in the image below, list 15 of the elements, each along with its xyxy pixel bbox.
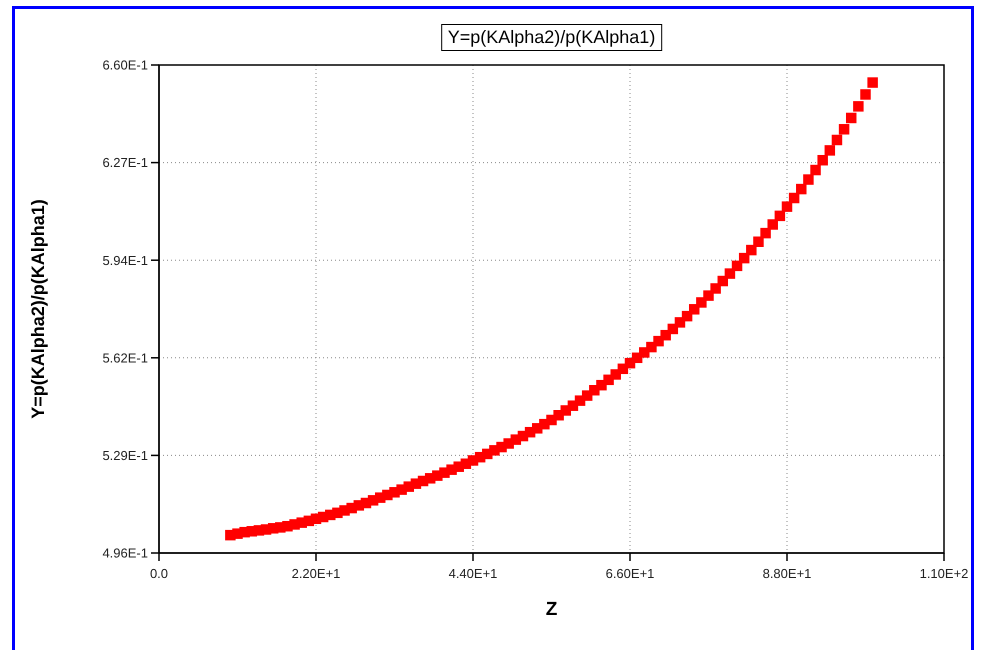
x-tick-label: 1.10E+2 — [920, 566, 968, 582]
y-tick-label: 6.27E-1 — [102, 155, 148, 170]
y-tick-label: 4.96E-1 — [102, 546, 148, 561]
x-tick-label: 2.20E+1 — [292, 566, 340, 582]
x-tick-label: 0.0 — [150, 566, 168, 582]
y-tick-label: 5.94E-1 — [102, 252, 148, 268]
y-axis-title: Y=p(KAlpha2)/p(KAlpha1) — [28, 199, 48, 419]
y-tick-label: 5.29E-1 — [102, 448, 148, 464]
x-tick-label: 8.80E+1 — [762, 566, 812, 582]
y-tick-label: 6.60E-1 — [102, 58, 148, 73]
x-tick-label: 4.40E+1 — [448, 566, 498, 582]
x-axis-title: Z — [546, 599, 558, 620]
chart-title: Y=p(KAlpha2)/p(KAlpha1) — [440, 24, 662, 51]
x-tick-label: 6.60E+1 — [606, 566, 654, 582]
y-tick-label: 5.62E-1 — [102, 350, 148, 366]
